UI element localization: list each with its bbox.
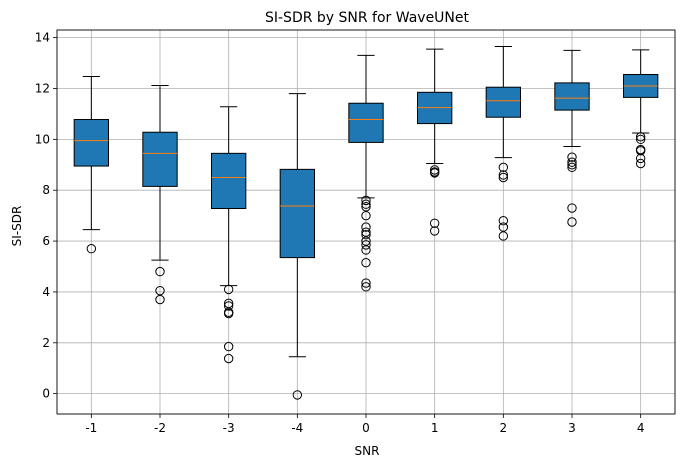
y-tick-label: 12 bbox=[35, 81, 50, 95]
box bbox=[554, 82, 590, 111]
outlier-point bbox=[498, 222, 509, 232]
x-tick-label: 0 bbox=[362, 421, 370, 435]
outlier-point bbox=[567, 203, 577, 213]
box bbox=[279, 168, 315, 259]
box-group bbox=[623, 49, 659, 169]
box bbox=[485, 86, 521, 118]
outlier-point bbox=[361, 222, 371, 232]
box-group bbox=[211, 106, 247, 364]
x-tick-label: -4 bbox=[291, 421, 303, 435]
box-group bbox=[554, 49, 590, 227]
outlier-point bbox=[361, 195, 371, 206]
box-group bbox=[417, 48, 453, 236]
outlier-point bbox=[498, 162, 509, 173]
outlier-point bbox=[361, 210, 371, 221]
outlier-point bbox=[155, 266, 165, 277]
outlier-point bbox=[429, 218, 440, 228]
outlier-point bbox=[361, 240, 371, 250]
outlier-point bbox=[567, 157, 577, 167]
outlier-point bbox=[498, 170, 509, 180]
outlier-point bbox=[361, 278, 371, 288]
outlier-point bbox=[567, 160, 577, 170]
outlier-point bbox=[361, 230, 371, 240]
outlier-point bbox=[567, 152, 577, 162]
outlier-point bbox=[498, 172, 509, 183]
outlier-point bbox=[223, 341, 234, 352]
y-tick-label: 8 bbox=[42, 183, 50, 197]
outlier-point bbox=[429, 226, 440, 236]
y-tick-label: 0 bbox=[42, 387, 50, 401]
x-tick-label: 3 bbox=[568, 421, 576, 435]
y-axis: 0 2 4 6 8 10 12 14 bbox=[35, 31, 57, 401]
y-tick-label: 2 bbox=[42, 336, 50, 350]
x-axis-label: SNR bbox=[355, 444, 380, 458]
outlier-point bbox=[155, 294, 165, 305]
outlier-point bbox=[86, 244, 97, 254]
y-tick-label: 6 bbox=[42, 234, 50, 248]
outlier-point bbox=[223, 353, 234, 364]
outlier-point bbox=[635, 134, 646, 145]
y-axis-label: SI-SDR bbox=[10, 206, 24, 247]
outlier-point bbox=[635, 153, 646, 164]
box-group bbox=[73, 76, 109, 254]
x-tick-label: 1 bbox=[431, 421, 439, 435]
outlier-point bbox=[635, 146, 646, 156]
box-series bbox=[73, 46, 659, 400]
outlier-point bbox=[429, 168, 440, 178]
outlier-point bbox=[498, 231, 509, 241]
box-group bbox=[142, 84, 178, 305]
outlier-point bbox=[361, 257, 371, 268]
outlier-point bbox=[361, 236, 371, 246]
x-tick-label: -2 bbox=[154, 421, 166, 435]
box bbox=[73, 119, 109, 167]
outlier-point bbox=[361, 282, 371, 292]
outlier-point bbox=[361, 202, 371, 212]
box-group bbox=[348, 54, 384, 292]
box bbox=[142, 131, 178, 187]
outlier-point bbox=[223, 284, 234, 295]
outlier-point bbox=[567, 162, 577, 173]
x-tick-label: -3 bbox=[223, 421, 235, 435]
box bbox=[211, 152, 247, 210]
outlier-point bbox=[361, 199, 371, 209]
outlier-point bbox=[567, 217, 577, 227]
outlier-point bbox=[361, 227, 371, 237]
outlier-point bbox=[635, 132, 646, 142]
x-tick-label: -1 bbox=[85, 421, 97, 435]
chart-title: SI-SDR by SNR for WaveUNet bbox=[265, 10, 470, 26]
outlier-point bbox=[223, 301, 234, 311]
box-group bbox=[485, 46, 521, 241]
y-tick-label: 4 bbox=[42, 285, 50, 299]
outlier-point bbox=[223, 298, 234, 309]
plot-frame bbox=[56, 29, 676, 415]
outlier-point bbox=[635, 158, 646, 169]
x-tick-label: 4 bbox=[637, 421, 645, 435]
outlier-point bbox=[498, 216, 509, 226]
outlier-point bbox=[292, 390, 303, 400]
y-tick-label: 10 bbox=[35, 132, 50, 146]
outlier-point bbox=[361, 245, 371, 255]
x-tick-label: 2 bbox=[500, 421, 508, 435]
box bbox=[348, 102, 384, 143]
outlier-point bbox=[155, 285, 165, 296]
outlier-point bbox=[223, 308, 234, 319]
y-tick-label: 14 bbox=[35, 31, 50, 45]
box-group bbox=[279, 93, 315, 400]
x-axis: -1 -2 -3 -4 0 1 2 3 4 bbox=[85, 414, 644, 435]
